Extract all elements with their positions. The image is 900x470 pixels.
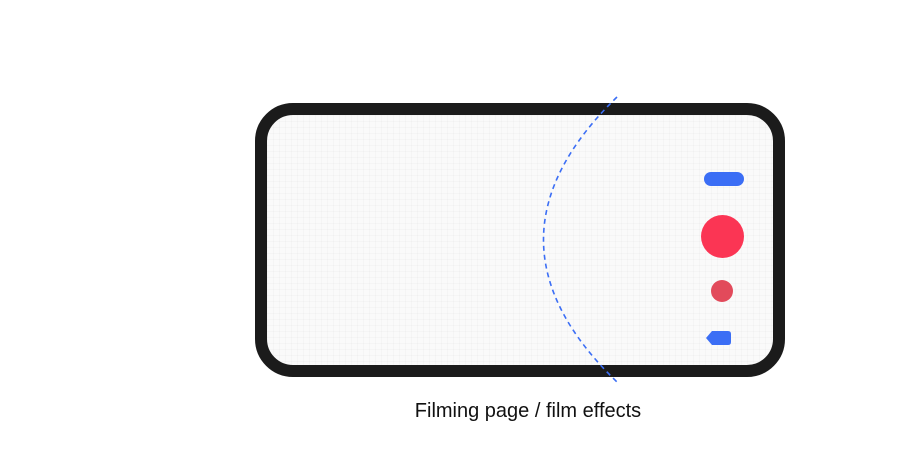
back-arrow-icon[interactable]: [705, 330, 731, 346]
pill-toggle-icon[interactable]: [704, 172, 744, 186]
phone-frame-landscape: [255, 103, 785, 377]
effect-dot-icon[interactable]: [711, 280, 733, 302]
record-button[interactable]: [701, 215, 744, 258]
back-arrow-shape: [706, 331, 731, 345]
page-caption: Filming page / film effects: [414, 400, 642, 422]
camera-preview-area: [267, 115, 773, 365]
